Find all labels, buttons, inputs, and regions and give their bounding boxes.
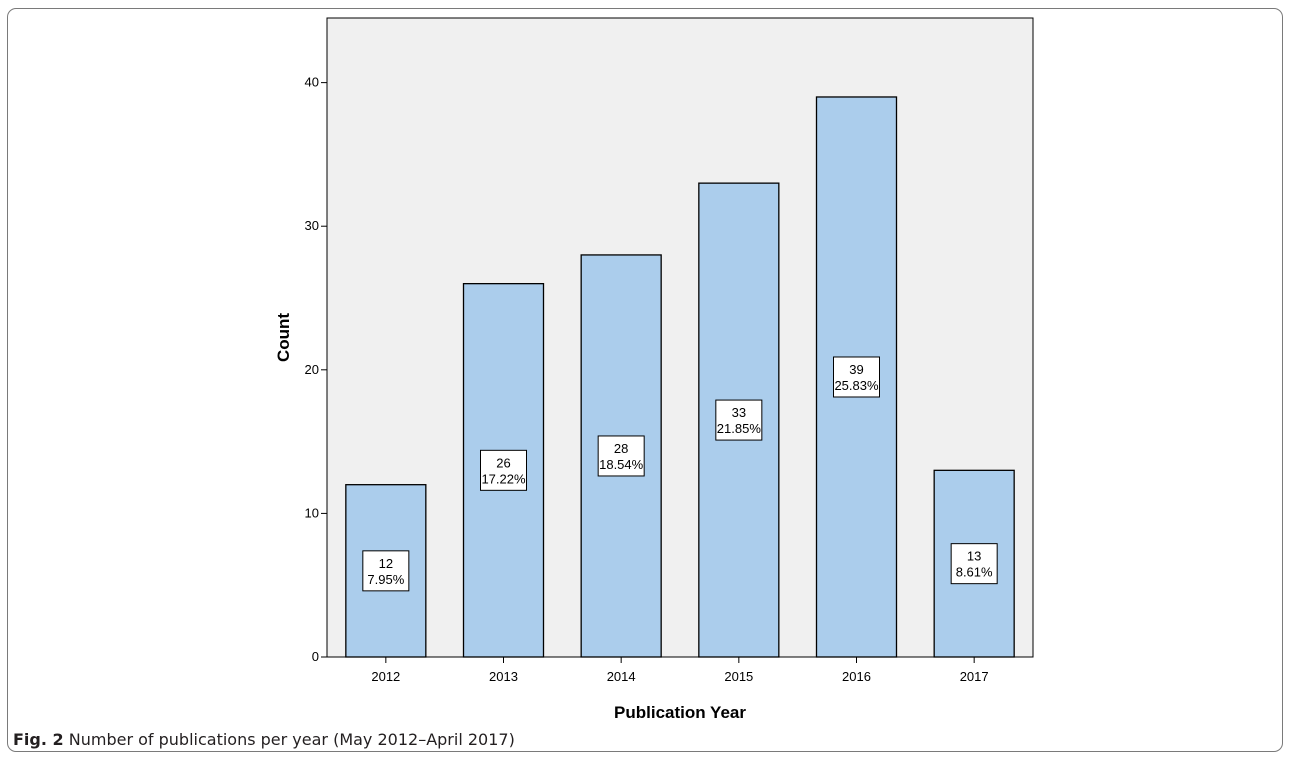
x-axis: 2012 2013 2014 2015 2016 2017 <box>371 657 989 684</box>
y-tick-label: 30 <box>305 218 319 233</box>
data-label-percent: 8.61% <box>956 565 993 580</box>
data-label-box <box>362 550 410 592</box>
figure-caption: Fig. 2 Number of publications per year (… <box>13 730 515 749</box>
x-tick-label: 2015 <box>724 669 753 684</box>
data-label-box <box>480 449 527 491</box>
data-label-count: 33 <box>732 405 746 420</box>
figure-number: Fig. 2 <box>13 730 64 749</box>
data-label-percent: 25.83% <box>834 378 879 393</box>
x-tick-label: 2014 <box>607 669 636 684</box>
data-label-percent: 7.95% <box>367 572 404 587</box>
data-label-box <box>950 543 998 585</box>
x-tick-label: 2012 <box>371 669 400 684</box>
data-label-box <box>833 356 880 398</box>
x-tick-label: 2016 <box>842 669 871 684</box>
bars-group <box>345 96 1015 658</box>
data-label-percent: 17.22% <box>481 471 526 486</box>
y-axis-title: Count <box>274 313 293 362</box>
data-label-box <box>597 435 645 477</box>
data-label-count: 13 <box>967 549 981 564</box>
data-label-count: 26 <box>496 455 510 470</box>
x-tick-label: 2013 <box>489 669 518 684</box>
bar-chart: 0 10 20 30 40 2012 2013 2014 2015 2016 2017 127.9… <box>274 17 1034 722</box>
data-label-2017: 138.61% <box>950 543 998 585</box>
x-tick-label: 2017 <box>960 669 989 684</box>
caption-text: Number of publications per year (May 201… <box>68 730 515 749</box>
data-label-2012: 127.95% <box>362 550 410 592</box>
data-label-percent: 21.85% <box>717 421 762 436</box>
data-label-count: 12 <box>379 556 393 571</box>
data-label-box <box>715 399 763 441</box>
x-axis-title: Publication Year <box>614 703 746 722</box>
y-axis: 0 10 20 30 40 <box>305 75 327 664</box>
y-tick-label: 10 <box>305 505 319 520</box>
y-tick-label: 20 <box>305 362 319 377</box>
data-label-percent: 18.54% <box>599 457 644 472</box>
bar-2016 <box>815 96 898 658</box>
y-tick-label: 40 <box>305 75 319 90</box>
plot-area <box>326 17 1034 658</box>
data-label-count: 39 <box>849 362 863 377</box>
y-tick-label: 0 <box>312 649 319 664</box>
data-label-count: 28 <box>614 441 628 456</box>
bar-2017 <box>933 469 1015 658</box>
